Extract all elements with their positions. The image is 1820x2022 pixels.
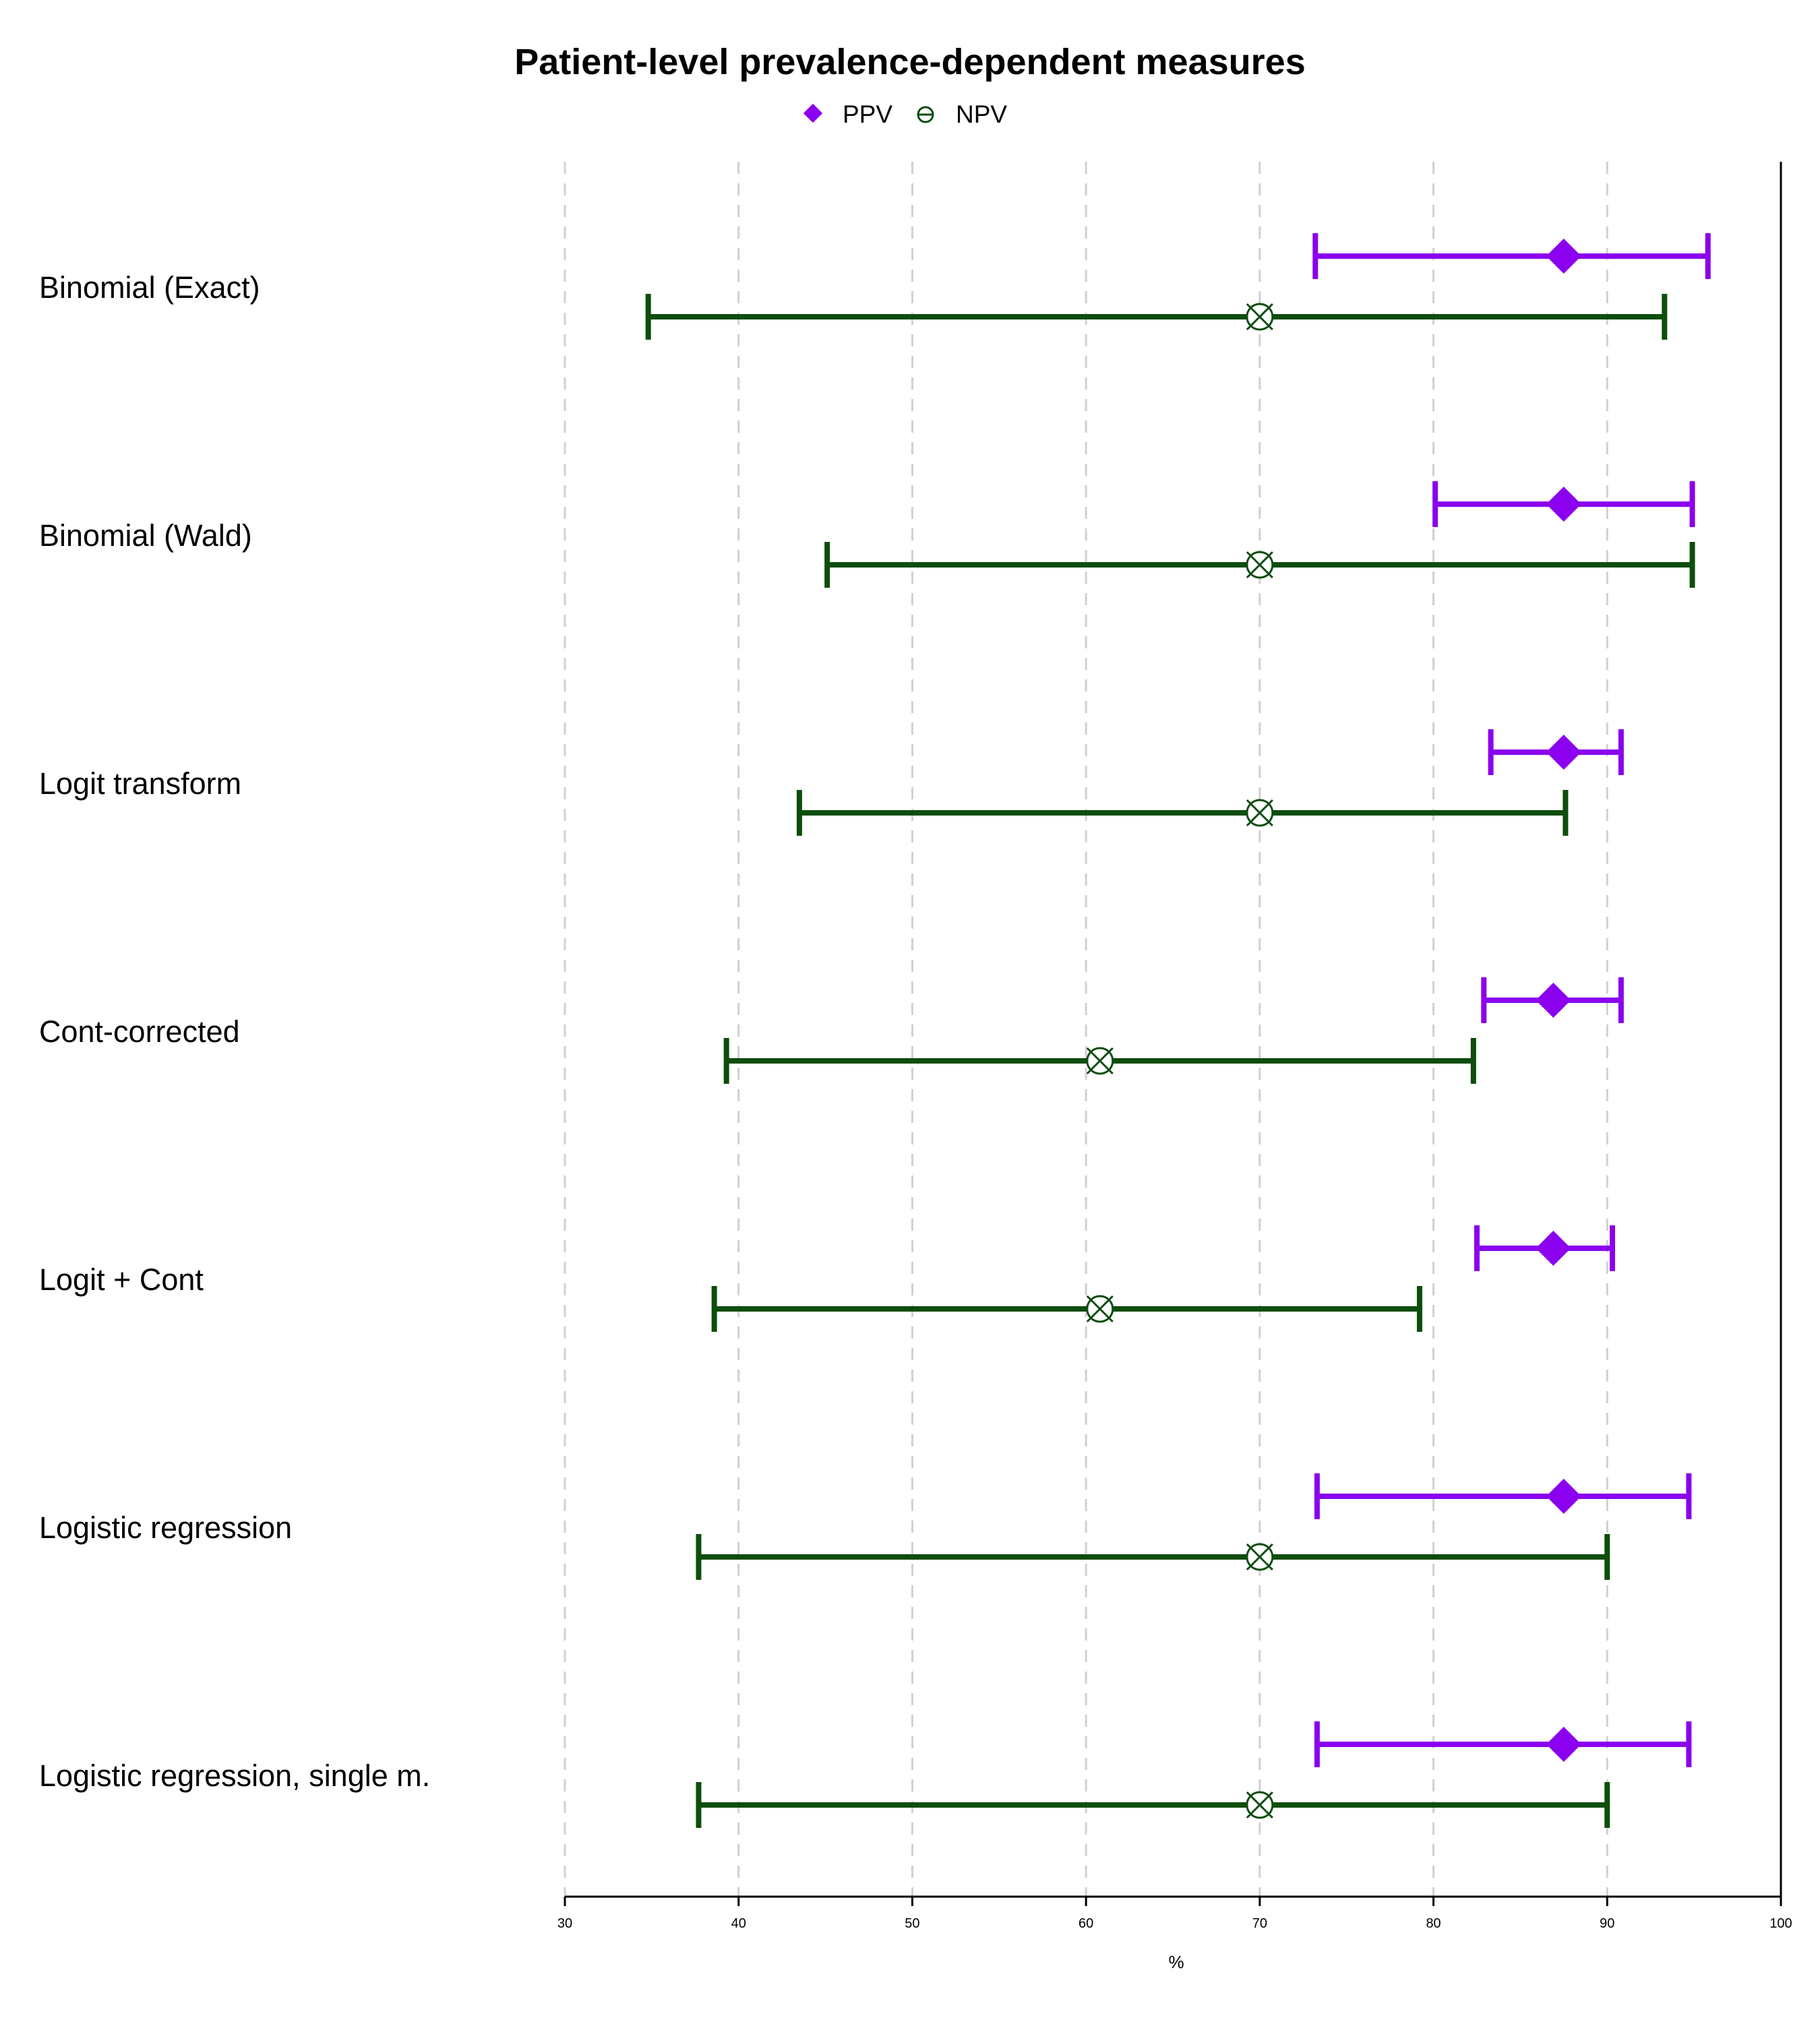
legend-ppv-label: PPV <box>843 100 892 128</box>
category-label: Logistic regression <box>39 1510 292 1545</box>
point-estimate-cross <box>1246 303 1273 331</box>
category-label: Logit transform <box>39 766 241 801</box>
category-label: Cont-corrected <box>39 1014 240 1049</box>
npv-interval <box>711 1286 1422 1332</box>
legend-npv-label: NPV <box>956 100 1007 128</box>
x-axis-title: % <box>1168 1952 1184 1972</box>
ppv-interval <box>1432 481 1695 527</box>
ppv-interval <box>1314 1473 1692 1519</box>
category-labels: Binomial (Exact) Binomial (Wald) Logit tra… <box>39 270 430 1793</box>
x-tick-label: 70 <box>1252 1916 1267 1931</box>
point-estimate-cross <box>1246 551 1273 579</box>
point-estimate-diamond <box>1546 1479 1581 1514</box>
series-marks <box>645 233 1711 1828</box>
category-label: Logit + Cont <box>39 1262 204 1297</box>
npv-interval <box>645 294 1668 340</box>
point-estimate-diamond <box>1546 487 1581 522</box>
x-tick-label: 100 <box>1769 1916 1792 1931</box>
grid-lines <box>564 162 1608 1897</box>
ppv-interval <box>1488 729 1624 775</box>
point-estimate-cross <box>1246 799 1273 827</box>
x-tick-label: 40 <box>731 1916 746 1931</box>
point-estimate-diamond <box>1546 239 1581 274</box>
point-estimate-cross <box>1086 1295 1114 1323</box>
chart-title: Patient-level prevalence-dependent measu… <box>514 42 1305 82</box>
point-estimate-cross <box>1246 1543 1273 1571</box>
ppv-interval <box>1481 977 1624 1023</box>
npv-interval <box>796 790 1569 836</box>
x-tick-label: 50 <box>905 1916 919 1931</box>
legend-ppv-marker <box>803 103 823 123</box>
npv-interval <box>824 542 1695 588</box>
category-label: Binomial (Exact) <box>39 270 260 305</box>
npv-interval <box>696 1782 1610 1828</box>
x-tick-label: 90 <box>1600 1916 1614 1931</box>
npv-interval <box>723 1038 1476 1084</box>
x-axis: 30 40 50 60 70 80 90 100 <box>557 162 1792 1931</box>
x-tick-label: 80 <box>1426 1916 1440 1931</box>
ppv-interval <box>1314 1721 1692 1767</box>
ppv-interval <box>1312 233 1711 279</box>
x-tick-label: 60 <box>1079 1916 1093 1931</box>
point-estimate-cross <box>1246 1791 1273 1819</box>
point-estimate-cross <box>1086 1047 1114 1075</box>
category-label: Logistic regression, single m. <box>39 1758 430 1793</box>
point-estimate-diamond <box>1536 983 1571 1018</box>
point-estimate-diamond <box>1546 1727 1581 1762</box>
legend: PPV NPV <box>803 100 1007 128</box>
category-label: Binomial (Wald) <box>39 518 252 553</box>
ppv-interval <box>1474 1225 1616 1271</box>
point-estimate-diamond <box>1546 735 1581 770</box>
x-tick-label: 30 <box>557 1916 572 1931</box>
point-estimate-diamond <box>1536 1231 1571 1266</box>
npv-interval <box>696 1534 1610 1580</box>
